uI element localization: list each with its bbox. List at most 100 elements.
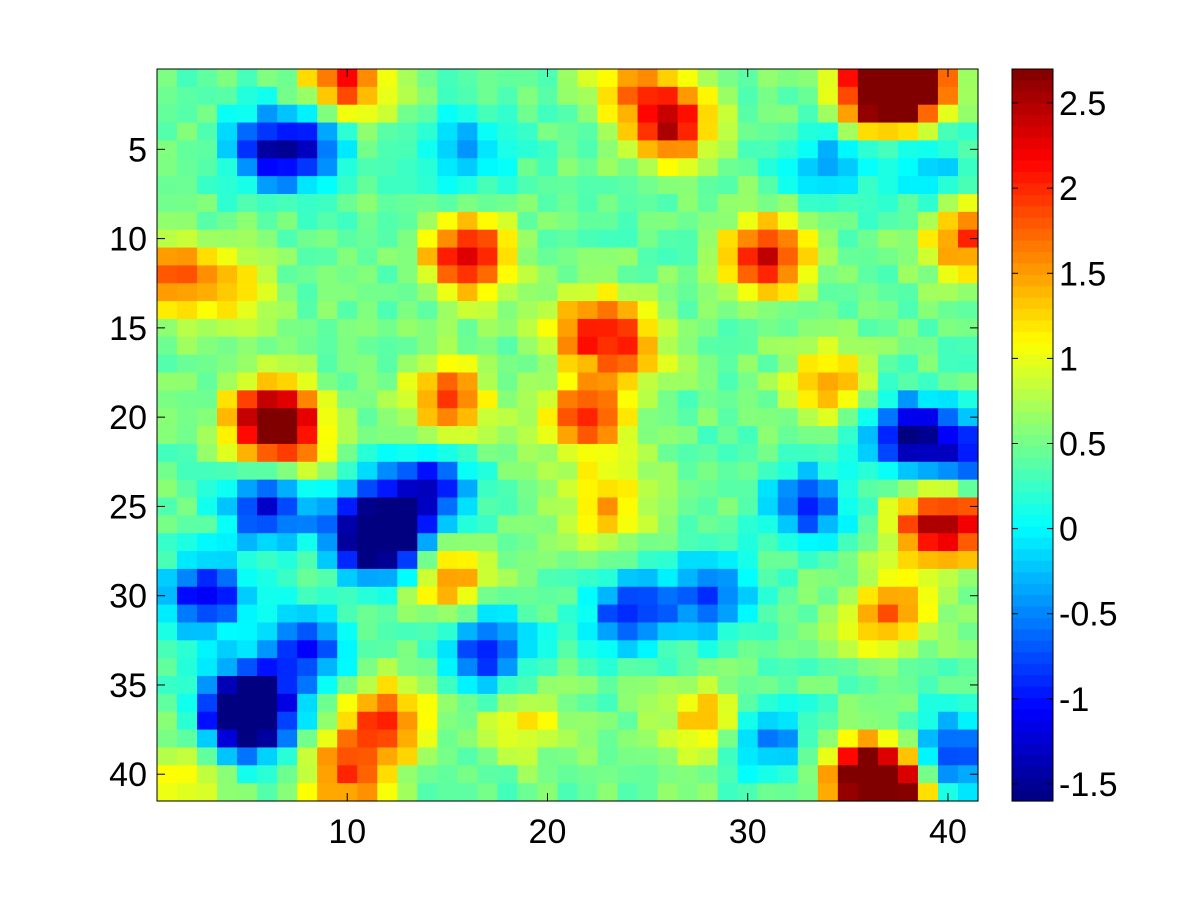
heatmap-cell: [817, 640, 839, 659]
heatmap-cell: [377, 640, 398, 659]
heatmap-cell: [777, 622, 799, 641]
heatmap-cell: [917, 640, 939, 659]
heatmap-cell: [837, 104, 859, 124]
heatmap-cell: [677, 568, 699, 588]
heatmap-cell: [717, 104, 739, 124]
heatmap-cell: [697, 390, 719, 409]
heatmap-cell: [177, 658, 198, 677]
heatmap-cell: [937, 193, 959, 213]
heatmap-cell: [397, 711, 418, 731]
heatmap-cell: [437, 354, 458, 374]
heatmap-cell: [737, 354, 759, 374]
heatmap-cell: [417, 229, 438, 249]
heatmap-cell: [817, 676, 839, 695]
heatmap-cell: [357, 515, 378, 534]
heatmap-cell: [297, 247, 318, 266]
heatmap-cell: [937, 283, 959, 302]
heatmap-cell: [617, 479, 639, 499]
heatmap-cell: [177, 604, 198, 624]
heatmap-cell: [717, 640, 739, 659]
heatmap-cell: [697, 158, 719, 177]
heatmap-cell: [737, 622, 759, 641]
heatmap-cell: [937, 86, 959, 106]
colorbar-segment: [1012, 114, 1053, 127]
heatmap-cell: [537, 497, 559, 516]
heatmap-cell: [297, 586, 318, 606]
colorbar-segment: [1012, 69, 1053, 82]
heatmap-cell: [417, 443, 438, 463]
heatmap-cell: [777, 390, 799, 409]
heatmap-cell: [437, 426, 458, 445]
heatmap-cell: [697, 229, 719, 249]
heatmap-cell: [637, 622, 659, 641]
heatmap-cell: [837, 551, 859, 570]
heatmap-cell: [957, 640, 979, 659]
heatmap-cell: [237, 301, 258, 320]
heatmap-cell: [237, 604, 258, 624]
y-tick-label: 5: [128, 131, 147, 169]
heatmap-cell: [817, 122, 839, 142]
heatmap-cell: [337, 622, 358, 641]
heatmap-cell: [477, 193, 499, 213]
heatmap-cell: [357, 693, 378, 713]
heatmap-cell: [177, 640, 198, 659]
heatmap-cell: [597, 533, 619, 552]
heatmap-cell: [177, 336, 198, 356]
heatmap-cell: [437, 693, 458, 713]
heatmap-cell: [337, 497, 358, 516]
heatmap-cell: [437, 301, 458, 320]
heatmap-cell: [337, 104, 358, 124]
colorbar-segment: [1012, 412, 1053, 425]
heatmap-cell: [717, 783, 739, 802]
heatmap-cell: [557, 533, 579, 552]
heatmap-cell: [837, 658, 859, 677]
heatmap-cell: [917, 265, 939, 284]
heatmap-cell: [357, 533, 378, 552]
heatmap-cell: [197, 515, 218, 534]
heatmap-cell: [477, 408, 499, 427]
heatmap-cell: [757, 711, 779, 731]
heatmap-cell: [697, 711, 719, 731]
heatmap-cell: [877, 658, 899, 677]
heatmap-cell: [277, 283, 298, 302]
heatmap-cell: [857, 229, 879, 249]
heatmap-cell: [517, 354, 539, 374]
heatmap-cell: [277, 301, 298, 320]
x-tick-label: 40: [929, 813, 967, 851]
heatmap-cell: [437, 551, 458, 570]
heatmap-cell: [257, 479, 278, 499]
heatmap-cell: [217, 69, 238, 88]
heatmap-cell: [657, 568, 679, 588]
heatmap-cell: [657, 515, 679, 534]
heatmap-cell: [457, 783, 478, 802]
heatmap-cell: [617, 604, 639, 624]
heatmap-cell: [797, 461, 819, 481]
colorbar-segment: [1012, 377, 1053, 390]
heatmap-cell: [337, 568, 358, 588]
heatmap-cell: [497, 676, 519, 695]
heatmap-cell: [457, 604, 478, 624]
heatmap-cell: [897, 479, 919, 499]
heatmap-cell: [737, 283, 759, 302]
heatmap-cell: [917, 497, 939, 516]
colorbar-segment: [1012, 183, 1053, 196]
heatmap-cell: [257, 729, 278, 749]
heatmap-cell: [957, 193, 979, 213]
heatmap-cell: [437, 211, 458, 231]
heatmap-cell: [297, 551, 318, 570]
heatmap-cell: [877, 86, 899, 106]
heatmap-cell: [277, 711, 298, 731]
colorbar: [1011, 68, 1054, 802]
heatmap-cell: [697, 301, 719, 320]
heatmap-cell: [837, 372, 859, 391]
colorbar-ticks: -1.5-1-0.500.511.522.5: [1012, 85, 1118, 804]
heatmap-cell: [757, 390, 779, 409]
heatmap-cell: [917, 604, 939, 624]
heatmap-cell: [817, 711, 839, 731]
heatmap-cell: [457, 497, 478, 516]
heatmap-cell: [317, 515, 338, 534]
heatmap-cell: [437, 711, 458, 731]
heatmap-cell: [797, 229, 819, 249]
heatmap-cell: [717, 158, 739, 177]
heatmap-cell: [937, 211, 959, 231]
